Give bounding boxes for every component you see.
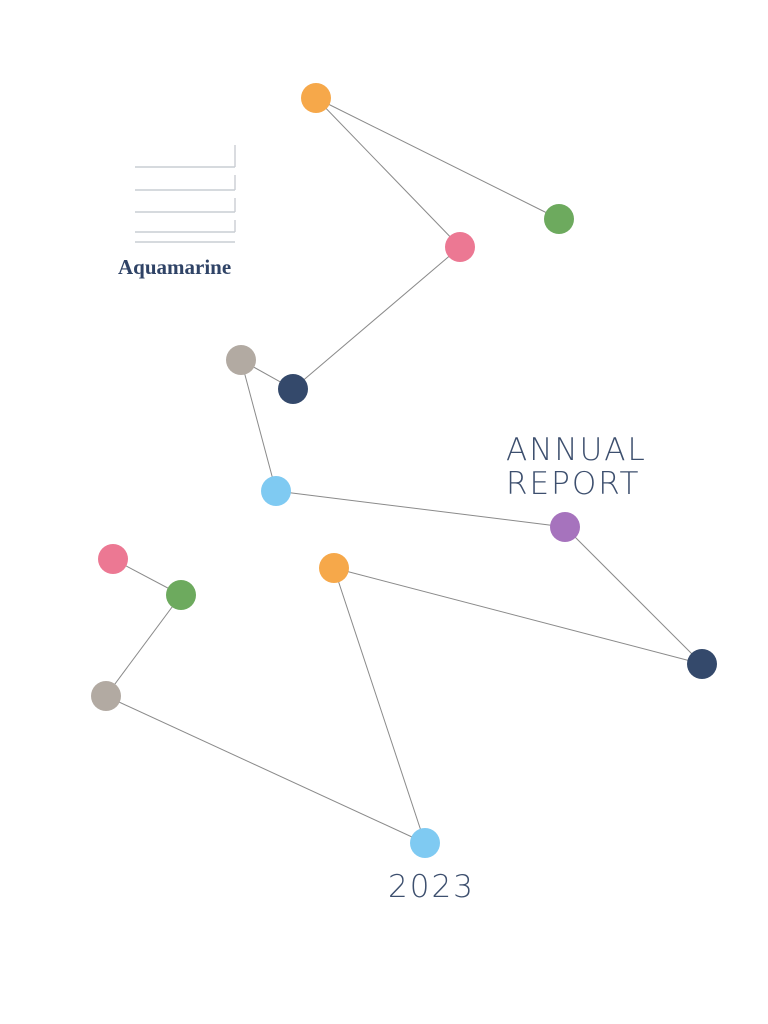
network-lines: [105, 97, 703, 844]
logo-mark: [135, 145, 236, 243]
title-line: ANNUAL: [506, 432, 647, 468]
brand-name: Aquamarine: [118, 255, 231, 279]
network-dots: [91, 83, 717, 858]
year: 2023: [388, 869, 475, 905]
title-line: REPORT: [506, 466, 640, 502]
